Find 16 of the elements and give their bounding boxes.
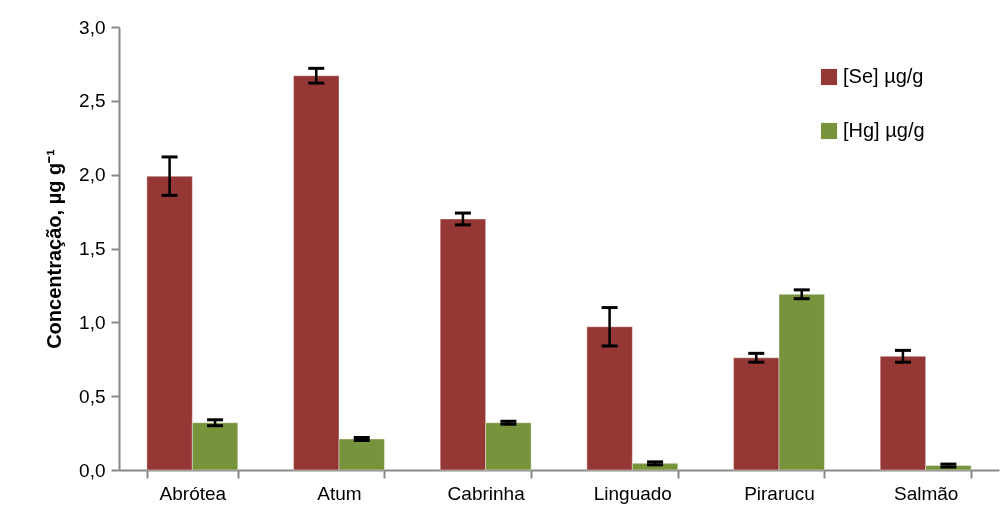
y-tick-label: 2,0 <box>79 164 106 186</box>
y-tick-label: 2,5 <box>79 90 106 112</box>
x-tick-label: Atum <box>317 482 362 504</box>
y-axis-title: Concentração, µg g⁻¹ <box>43 148 66 349</box>
y-tick-label: 1,0 <box>79 311 106 333</box>
y-tick-label: 1,5 <box>79 238 106 259</box>
x-tick-label: Linguado <box>593 482 672 504</box>
x-tick-label: Abrótea <box>159 482 227 504</box>
y-tick-label: 0,5 <box>79 385 106 407</box>
x-tick-label: Salmão <box>893 482 959 504</box>
y-tick-label: 0,0 <box>79 459 106 481</box>
x-tick-label: Cabrinha <box>447 482 526 504</box>
x-tick-label: Pirarucu <box>744 482 815 504</box>
legend-label: [Se] µg/g <box>843 65 924 87</box>
y-tick-label: 3,0 <box>79 16 106 38</box>
legend-label: [Hg] µg/g <box>843 119 925 141</box>
